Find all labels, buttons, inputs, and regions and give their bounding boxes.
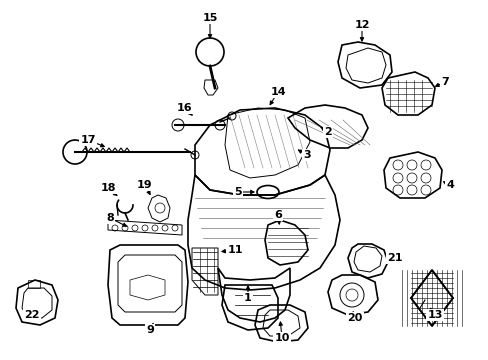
Text: 9: 9 bbox=[146, 325, 154, 335]
Text: 13: 13 bbox=[427, 310, 442, 320]
Text: 21: 21 bbox=[386, 253, 402, 263]
Text: 15: 15 bbox=[202, 13, 217, 23]
Text: 6: 6 bbox=[273, 210, 282, 220]
Text: 1: 1 bbox=[244, 293, 251, 303]
Text: 8: 8 bbox=[106, 213, 114, 223]
Text: 17: 17 bbox=[80, 135, 96, 145]
Text: 10: 10 bbox=[274, 333, 289, 343]
Text: 4: 4 bbox=[445, 180, 453, 190]
Text: 19: 19 bbox=[137, 180, 153, 190]
Text: 11: 11 bbox=[227, 245, 242, 255]
Text: 5: 5 bbox=[234, 187, 242, 197]
Text: 12: 12 bbox=[353, 20, 369, 30]
Text: 2: 2 bbox=[324, 127, 331, 137]
Text: 3: 3 bbox=[303, 150, 310, 160]
Text: 20: 20 bbox=[346, 313, 362, 323]
Text: 16: 16 bbox=[177, 103, 192, 113]
Text: 18: 18 bbox=[100, 183, 116, 193]
Text: 22: 22 bbox=[24, 310, 40, 320]
Text: 14: 14 bbox=[270, 87, 285, 97]
Text: 7: 7 bbox=[440, 77, 448, 87]
